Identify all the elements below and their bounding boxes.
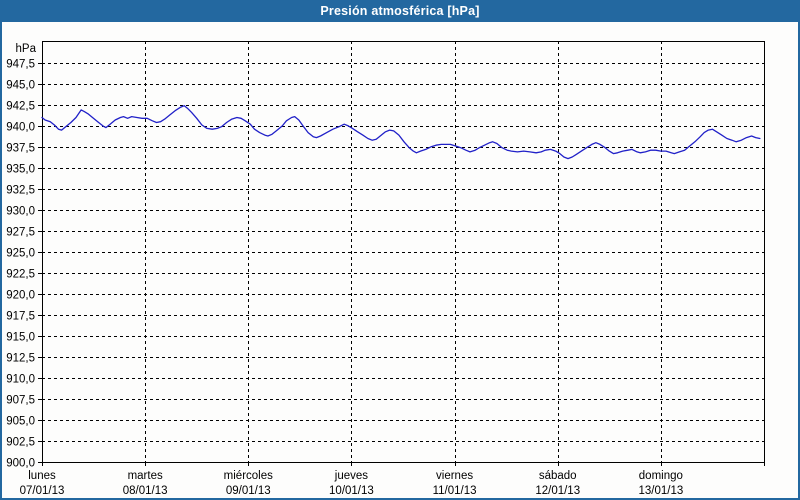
day-weekday-label: domingo — [639, 470, 683, 482]
y-axis-tick-label: 935,0 — [6, 164, 35, 176]
y-axis-tick-label: 912,5 — [6, 353, 35, 365]
y-axis-tick-label: 925,0 — [6, 248, 35, 260]
day-date-label: 09/01/13 — [226, 485, 271, 497]
y-axis-tick-label: 910,0 — [6, 374, 35, 386]
y-axis-tick-label: 900,0 — [6, 458, 35, 470]
day-date-label: 07/01/13 — [20, 485, 65, 497]
day-weekday-label: miércoles — [224, 470, 273, 482]
y-axis-tick-label: 915,0 — [6, 332, 35, 344]
y-axis-tick-label: 937,5 — [6, 143, 35, 155]
day-date-label: 12/01/13 — [535, 485, 580, 497]
y-axis-tick-label: 945,0 — [6, 80, 35, 92]
y-axis-tick-label: 917,5 — [6, 311, 35, 323]
day-weekday-label: viernes — [436, 470, 473, 482]
day-weekday-label: martes — [128, 470, 163, 482]
y-axis-tick-label: 930,0 — [6, 206, 35, 218]
y-axis-tick-label: 922,5 — [6, 269, 35, 281]
day-date-label: 13/01/13 — [638, 485, 683, 497]
y-axis-tick-label: 907,5 — [6, 395, 35, 407]
day-date-label: 11/01/13 — [433, 485, 477, 497]
y-axis-tick-label: 902,5 — [6, 437, 35, 449]
y-axis-tick-label: 927,5 — [6, 227, 35, 239]
y-axis-tick-label: 940,0 — [6, 122, 35, 134]
chart-title: Presión atmosférica [hPa] — [320, 4, 480, 18]
y-axis-tick-label: 905,0 — [6, 416, 35, 428]
day-weekday-label: jueves — [334, 470, 368, 482]
y-axis-tick-label: 920,0 — [6, 290, 35, 302]
day-weekday-label: sábado — [539, 470, 577, 482]
plot-frame — [41, 40, 766, 464]
day-date-label: 08/01/13 — [123, 485, 168, 497]
pressure-series-line — [41, 105, 761, 160]
y-axis-tick-label: 932,5 — [6, 185, 35, 197]
title-bar: Presión atmosférica [hPa] — [0, 0, 800, 22]
y-axis-tick-label: 942,5 — [6, 101, 35, 113]
y-axis-tick-label: 947,5 — [6, 59, 35, 71]
day-date-label: 10/01/13 — [329, 485, 374, 497]
y-axis-unit-label: hPa — [16, 43, 37, 55]
day-weekday-label: lunes — [28, 470, 56, 482]
